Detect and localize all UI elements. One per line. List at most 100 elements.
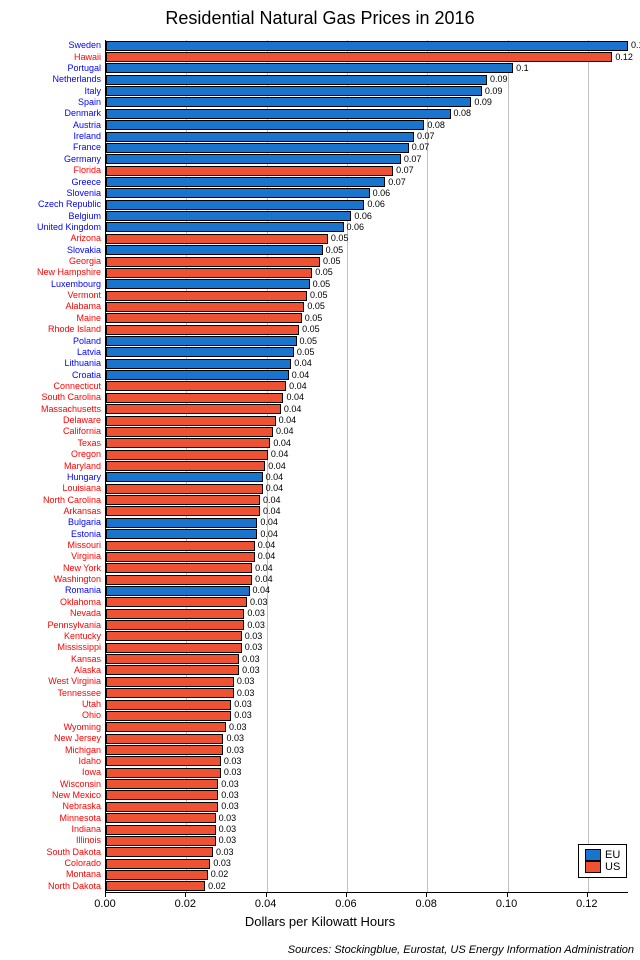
bar: [106, 302, 304, 312]
category-label: Kentucky: [64, 632, 101, 641]
xtick-label: 0.04: [255, 898, 276, 910]
xtick-label: 0.10: [496, 898, 517, 910]
value-label: 0.04: [294, 359, 312, 368]
bar: [106, 563, 252, 573]
category-label: Washington: [54, 575, 101, 584]
category-label: South Carolina: [41, 393, 101, 402]
category-label: New Jersey: [54, 734, 101, 743]
bar: [106, 870, 208, 880]
category-label: Maine: [76, 314, 101, 323]
category-label: North Dakota: [48, 882, 101, 891]
value-label: 0.03: [237, 677, 255, 686]
value-label: 0.04: [263, 507, 281, 516]
category-label: Germany: [64, 155, 101, 164]
value-label: 0.08: [454, 109, 472, 118]
category-label: Slovakia: [67, 246, 101, 255]
bar: [106, 109, 451, 119]
legend-item: EU: [585, 849, 620, 861]
bar: [106, 370, 289, 380]
value-label: 0.03: [219, 814, 237, 823]
bar: [106, 472, 263, 482]
xtick-mark: [426, 892, 427, 897]
bar: [106, 506, 260, 516]
bar: [106, 745, 223, 755]
category-label: Oregon: [71, 450, 101, 459]
value-label: 0.03: [221, 802, 239, 811]
value-label: 0.06: [354, 212, 372, 221]
category-label: Alaska: [74, 666, 101, 675]
value-label: 0.03: [213, 859, 231, 868]
bar: [106, 654, 239, 664]
category-label: Slovenia: [66, 189, 101, 198]
bar: [106, 336, 297, 346]
value-label: 0.05: [331, 234, 349, 243]
bar: [106, 677, 234, 687]
bar: [106, 529, 257, 539]
bar: [106, 665, 239, 675]
value-label: 0.04: [266, 484, 284, 493]
value-label: 0.04: [255, 564, 273, 573]
bar: [106, 609, 244, 619]
bar: [106, 836, 216, 846]
value-label: 0.06: [373, 189, 391, 198]
bar: [106, 825, 216, 835]
gridline: [508, 40, 509, 892]
value-label: 0.04: [253, 586, 271, 595]
category-label: Arizona: [70, 234, 101, 243]
bar: [106, 495, 260, 505]
bar: [106, 643, 242, 653]
bar: [106, 597, 247, 607]
value-label: 0.09: [474, 98, 492, 107]
bar: [106, 245, 323, 255]
bar: [106, 438, 270, 448]
value-label: 0.03: [242, 666, 260, 675]
value-label: 0.05: [302, 325, 320, 334]
value-label: 0.04: [258, 541, 276, 550]
bar: [106, 313, 302, 323]
value-label: 0.04: [289, 382, 307, 391]
bar: [106, 132, 414, 142]
bar: [106, 518, 257, 528]
value-label: 0.03: [221, 791, 239, 800]
category-label: Hawaii: [74, 53, 101, 62]
bar: [106, 222, 344, 232]
category-label: Estonia: [71, 530, 101, 539]
bar: [106, 427, 273, 437]
bar: [106, 790, 218, 800]
category-label: Italy: [84, 87, 101, 96]
bar: [106, 586, 250, 596]
bar: [106, 143, 409, 153]
bar: [106, 63, 513, 73]
value-label: 0.04: [279, 416, 297, 425]
category-label: Arkansas: [63, 507, 101, 516]
bar: [106, 279, 310, 289]
bar: [106, 188, 370, 198]
bar: [106, 802, 218, 812]
category-label: New Hampshire: [37, 268, 101, 277]
bar: [106, 86, 482, 96]
value-label: 0.05: [307, 302, 325, 311]
category-label: Colorado: [64, 859, 101, 868]
xtick-label: 0.02: [175, 898, 196, 910]
bar: [106, 234, 328, 244]
value-label: 0.04: [255, 575, 273, 584]
category-label: Alabama: [65, 302, 101, 311]
category-label: Minnesota: [59, 814, 101, 823]
category-label: Belgium: [68, 212, 101, 221]
category-label: Tennessee: [57, 689, 101, 698]
value-label: 0.03: [226, 734, 244, 743]
bar: [106, 359, 291, 369]
value-label: 0.03: [247, 609, 265, 618]
value-label: 0.03: [221, 780, 239, 789]
value-label: 0.03: [234, 711, 252, 720]
plot-area: [105, 40, 628, 893]
value-label: 0.05: [315, 268, 333, 277]
category-label: France: [73, 143, 101, 152]
value-label: 0.08: [427, 121, 445, 130]
bar: [106, 41, 628, 51]
value-label: 0.07: [404, 155, 422, 164]
value-label: 0.03: [226, 746, 244, 755]
value-label: 0.03: [237, 689, 255, 698]
chart-title: Residential Natural Gas Prices in 2016: [0, 8, 640, 29]
category-label: Maryland: [64, 462, 101, 471]
